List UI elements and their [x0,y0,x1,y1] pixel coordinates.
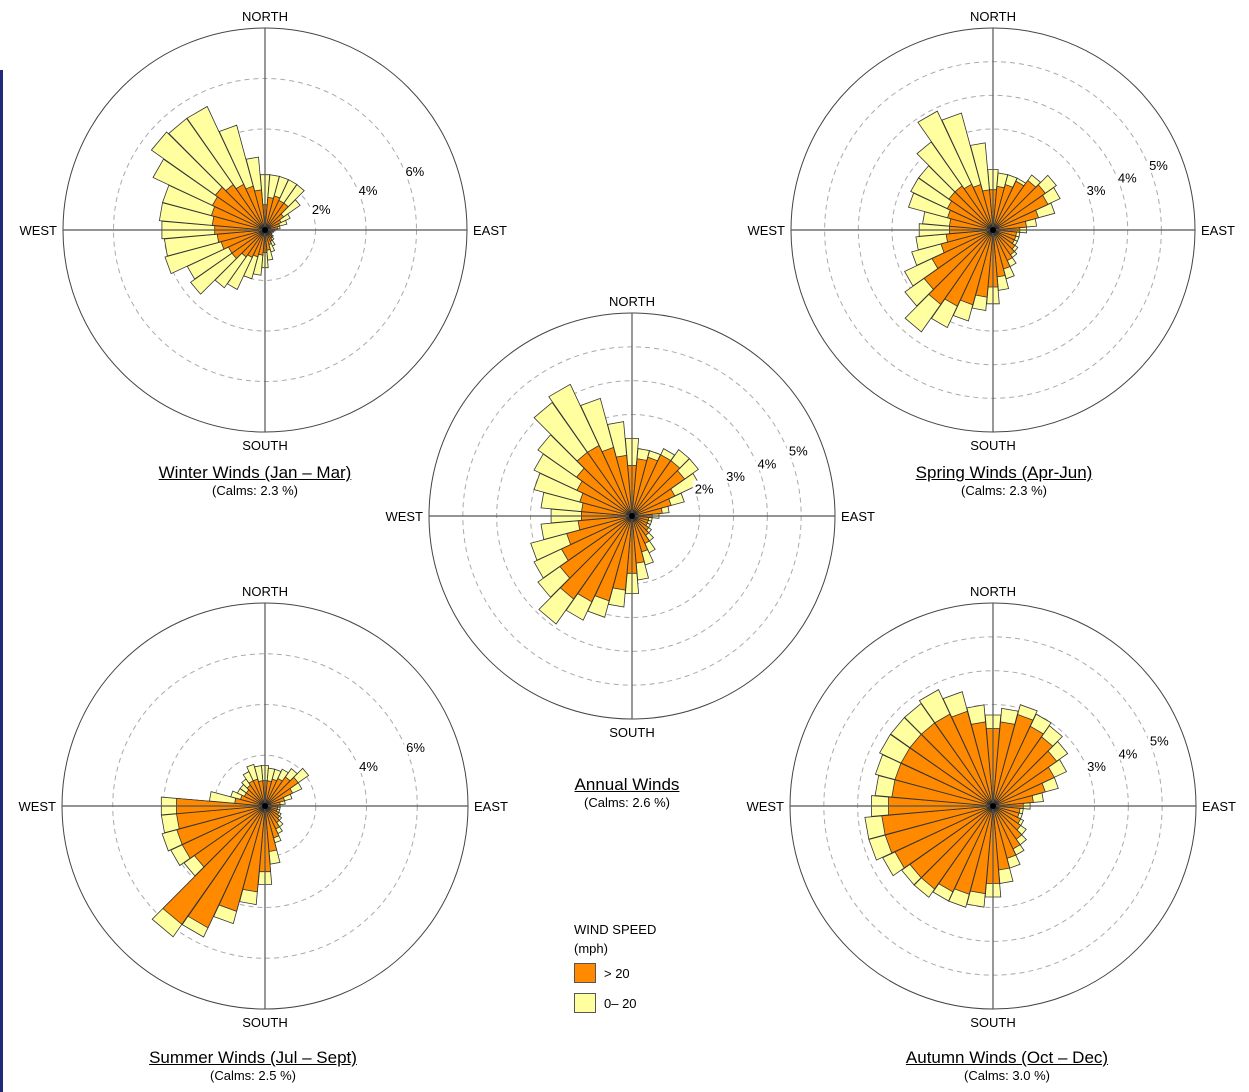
legend-label-high: > 20 [604,965,630,981]
legend-label-low: 0– 20 [604,995,637,1011]
summer-caption: Summer Winds (Jul – Sept) (Calms: 2.5 %) [93,1048,413,1084]
legend-item-low: 0– 20 [574,988,734,1018]
ring-label-bg [755,455,778,471]
ring-label: 2% [695,482,714,497]
petal-high-speed [982,189,994,231]
ring-label-bg [1116,745,1139,761]
legend-item-high: > 20 [574,958,734,988]
ring-label-bg [1147,732,1170,748]
compass-label-south: SOUTH [242,438,288,453]
ring-label: 3% [1087,759,1106,774]
winter-wind-rose: NORTH SOUTH EAST WEST 2% 4% 6% [19,9,507,453]
ring-label-bg [1084,182,1107,198]
legend-unit: (mph) [574,941,608,956]
rose-center [262,227,268,233]
ring-label: 4% [359,183,378,198]
wind-speed-legend: WIND SPEED (mph) > 20 0– 20 [574,920,734,1018]
ring-label: 3% [726,469,745,484]
compass-label-north: NORTH [242,584,288,599]
compass-label-north: NORTH [970,584,1016,599]
spring-caption: Spring Winds (Apr-Jun) (Calms: 2.3 %) [844,463,1164,499]
ring-label: 3% [1087,183,1106,198]
ring-label-bg [1085,757,1108,773]
ring-label-bg [1147,156,1170,172]
compass-label-east: EAST [1201,223,1235,238]
legend-title: WIND SPEED [574,922,657,937]
ring-label-bg [404,738,427,754]
compass-label-south: SOUTH [609,725,655,740]
compass-label-east: EAST [841,509,875,524]
compass-label-west: WEST [19,223,57,238]
compass-label-west: WEST [18,799,56,814]
compass-label-east: EAST [474,799,508,814]
annual-caption: Annual Winds (Calms: 2.6 %) [467,775,787,811]
compass-label-east: EAST [1202,799,1236,814]
rose-center [629,513,635,519]
autumn-wind-rose: NORTH SOUTH EAST WEST 3% 4% 5% [746,584,1236,1030]
autumn-caption: Autumn Winds (Oct – Dec) (Calms: 3.0 %) [847,1048,1167,1084]
ring-label: 5% [1149,158,1168,173]
ring-label-bg [692,480,715,496]
ring-label: 4% [757,456,776,471]
legend-swatch-low [574,993,596,1013]
legend-swatch-high [574,963,596,983]
annual-title: Annual Winds [574,775,680,794]
compass-label-south: SOUTH [242,1015,288,1030]
winter-caption: Winter Winds (Jan – Mar) (Calms: 2.3 %) [95,463,415,499]
left-edge-bar [0,70,3,1092]
spring-title: Spring Winds (Apr-Jun) [915,463,1093,482]
rose-center [262,803,268,809]
petal-high-speed [254,189,266,231]
rose-center [990,803,996,809]
compass-label-west: WEST [385,509,423,524]
spring-calms: (Calms: 2.3 %) [961,483,1047,498]
autumn-calms: (Calms: 3.0 %) [964,1068,1050,1083]
spring-wind-rose: NORTH SOUTH EAST WEST 3% 4% 5% [747,9,1235,453]
ring-label-bg [724,467,747,483]
compass-label-west: WEST [746,799,784,814]
compass-label-north: NORTH [970,9,1016,24]
petal-high-speed [615,454,633,517]
summer-wind-rose: NORTH SOUTH EAST WEST 4% 6% [18,584,508,1030]
compass-label-east: EAST [473,223,507,238]
ring-label: 2% [312,202,331,217]
ring-label-bg [357,757,380,773]
compass-label-west: WEST [747,223,785,238]
winter-calms: (Calms: 2.3 %) [212,483,298,498]
petal-high-speed [258,780,266,807]
ring-label: 4% [359,759,378,774]
autumn-title: Autumn Winds (Oct – Dec) [905,1048,1109,1067]
ring-label: 4% [1118,746,1137,761]
compass-label-south: SOUTH [970,1015,1016,1030]
rose-center [990,227,996,233]
ring-label-bg [309,201,332,217]
ring-label: 5% [1150,734,1169,749]
compass-label-north: NORTH [609,294,655,309]
winter-title: Winter Winds (Jan – Mar) [158,463,352,482]
compass-label-north: NORTH [242,9,288,24]
compass-label-south: SOUTH [970,438,1016,453]
ring-label: 5% [789,444,808,459]
ring-label-bg [786,442,809,458]
petal-high-speed [970,721,994,807]
ring-label: 6% [405,164,424,179]
ring-label-bg [356,182,379,198]
annual-calms: (Calms: 2.6 %) [584,795,670,810]
ring-label: 4% [1118,171,1137,186]
ring-label-bg [1115,169,1138,185]
summer-title: Summer Winds (Jul – Sept) [149,1048,357,1067]
ring-label-bg [403,163,426,179]
ring-label: 6% [406,740,425,755]
summer-calms: (Calms: 2.5 %) [210,1068,296,1083]
annual-wind-rose: NORTH SOUTH EAST WEST 2% 3% 4% 5% [385,294,875,740]
